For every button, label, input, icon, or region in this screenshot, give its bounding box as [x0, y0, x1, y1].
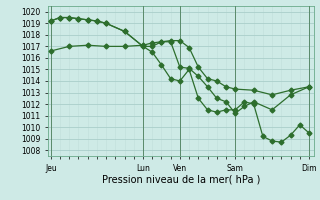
X-axis label: Pression niveau de la mer( hPa ): Pression niveau de la mer( hPa ) — [102, 174, 260, 184]
